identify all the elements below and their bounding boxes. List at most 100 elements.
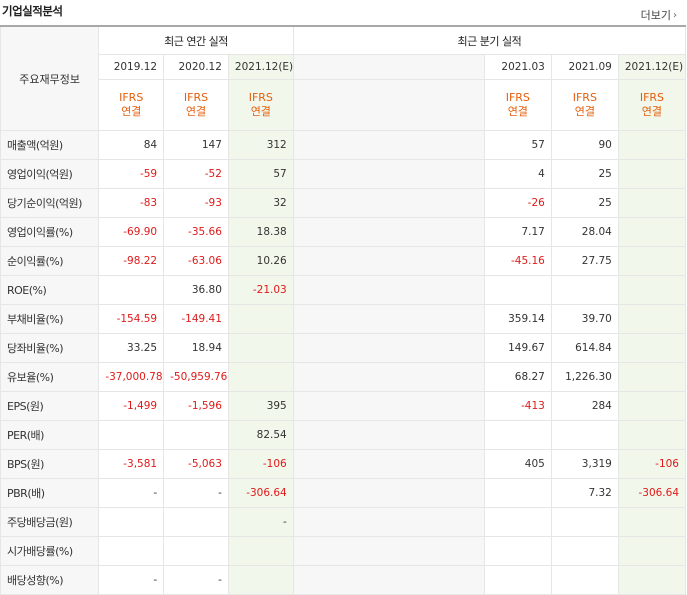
- value-cell: -: [98, 478, 165, 508]
- value-cell: [617, 130, 687, 160]
- value-cell: -106: [227, 449, 294, 479]
- row-label: 시가배당률(%): [0, 536, 100, 566]
- value-cell: -37,000.78: [98, 362, 165, 392]
- value-cell: [550, 507, 619, 537]
- value-cell: [483, 275, 552, 305]
- spacer-cell: [292, 391, 485, 421]
- spacer-cell: [292, 130, 485, 160]
- consolidated-label: 연결: [507, 105, 528, 118]
- value-cell: [617, 362, 687, 392]
- spacer-cell: [292, 449, 485, 479]
- value-cell: 57: [227, 159, 294, 189]
- value-cell: [483, 478, 552, 508]
- value-cell: 68.27: [483, 362, 552, 392]
- table-row: EPS(원) -1,499 -1,596 395 -413 284: [0, 391, 687, 421]
- value-cell: -149.41: [163, 304, 229, 334]
- table-row: 당좌비율(%) 33.25 18.94 149.67 614.84: [0, 333, 687, 363]
- more-link[interactable]: 더보기 ›: [641, 7, 677, 23]
- row-label: 당기순이익(억원): [0, 188, 100, 218]
- value-cell: [617, 507, 687, 537]
- value-cell: [617, 246, 687, 276]
- period-header: 2021.03: [483, 54, 552, 80]
- value-cell: -3,581: [98, 449, 165, 479]
- row-label: 당좌비율(%): [0, 333, 100, 363]
- value-cell: -106: [617, 449, 687, 479]
- value-cell: -306.64: [617, 478, 687, 508]
- consolidated-label: 연결: [185, 105, 207, 118]
- value-cell: [98, 536, 165, 566]
- value-cell: -: [98, 565, 165, 595]
- value-cell: 7.17: [483, 217, 552, 247]
- value-cell: -: [227, 507, 294, 537]
- value-cell: -413: [483, 391, 552, 421]
- value-cell: 149.67: [483, 333, 552, 363]
- table-row: 주당배당금(원) -: [0, 507, 687, 537]
- value-cell: -45.16: [483, 246, 552, 276]
- table-row: ROE(%) 36.80 -21.03: [0, 275, 687, 305]
- spacer-cell: [292, 275, 485, 305]
- value-cell: 84: [98, 130, 165, 160]
- value-cell: -: [163, 565, 229, 595]
- value-cell: 25: [550, 188, 619, 218]
- value-cell: [483, 565, 552, 595]
- spacer-cell: [292, 507, 485, 537]
- value-cell: 57: [483, 130, 552, 160]
- quarter-group-header: 최근 분기 실적: [292, 25, 687, 55]
- row-label: 영업이익률(%): [0, 217, 100, 247]
- value-cell: -26: [483, 188, 552, 218]
- table-row: 영업이익률(%) -69.90 -35.66 18.38 7.17 28.04: [0, 217, 687, 247]
- value-cell: 10.26: [227, 246, 294, 276]
- consolidated-label: 연결: [250, 105, 271, 118]
- value-cell: -69.90: [98, 217, 165, 247]
- value-cell: -50,959.76: [163, 362, 229, 392]
- row-label: BPS(원): [0, 449, 100, 479]
- value-cell: -98.22: [98, 246, 165, 276]
- section-title: 기업실적분석: [2, 4, 63, 18]
- ifrs-badge: IFRS 연결: [483, 79, 552, 131]
- value-cell: [227, 333, 294, 363]
- value-cell: 25: [550, 159, 619, 189]
- row-label: 순이익률(%): [0, 246, 100, 276]
- value-cell: [617, 391, 687, 421]
- value-cell: [483, 507, 552, 537]
- value-cell: 33.25: [98, 333, 165, 363]
- spacer-cell: [292, 304, 485, 334]
- value-cell: [163, 507, 229, 537]
- value-cell: -: [163, 478, 229, 508]
- value-cell: [617, 217, 687, 247]
- table-row: 매출액(억원) 84 147 312 57 90: [0, 130, 687, 160]
- value-cell: -63.06: [163, 246, 229, 276]
- table-row: 유보율(%) -37,000.78 -50,959.76 68.27 1,226.30: [0, 362, 687, 392]
- value-cell: -1,596: [163, 391, 229, 421]
- value-cell: -93: [163, 188, 229, 218]
- value-cell: -306.64: [227, 478, 294, 508]
- ifrs-badge: IFRS 연결: [617, 79, 687, 131]
- ifrs-badge: IFRS 연결: [98, 79, 165, 131]
- annual-group-header: 최근 연간 실적: [98, 25, 294, 55]
- value-cell: -83: [98, 188, 165, 218]
- value-cell: 614.84: [550, 333, 619, 363]
- value-cell: [227, 536, 294, 566]
- row-label: PBR(배): [0, 478, 100, 508]
- ifrs-badge: IFRS 연결: [550, 79, 619, 131]
- row-label: 유보율(%): [0, 362, 100, 392]
- more-label: 더보기: [640, 9, 671, 22]
- value-cell: 284: [550, 391, 619, 421]
- value-cell: 4: [483, 159, 552, 189]
- period-header: 2021.12(E): [617, 54, 687, 80]
- row-label: ROE(%): [0, 275, 100, 305]
- value-cell: [227, 565, 294, 595]
- period-header: 2021.09: [550, 54, 619, 80]
- value-cell: [617, 188, 687, 218]
- value-cell: 3,319: [550, 449, 619, 479]
- value-cell: [163, 536, 229, 566]
- value-cell: [617, 333, 687, 363]
- value-cell: 39.70: [550, 304, 619, 334]
- table-row: 영업이익(억원) -59 -52 57 4 25: [0, 159, 687, 189]
- value-cell: [227, 362, 294, 392]
- value-cell: 359.14: [483, 304, 552, 334]
- value-cell: [98, 275, 165, 305]
- table-row: 순이익률(%) -98.22 -63.06 10.26 -45.16 27.75: [0, 246, 687, 276]
- value-cell: 147: [163, 130, 229, 160]
- value-cell: 27.75: [550, 246, 619, 276]
